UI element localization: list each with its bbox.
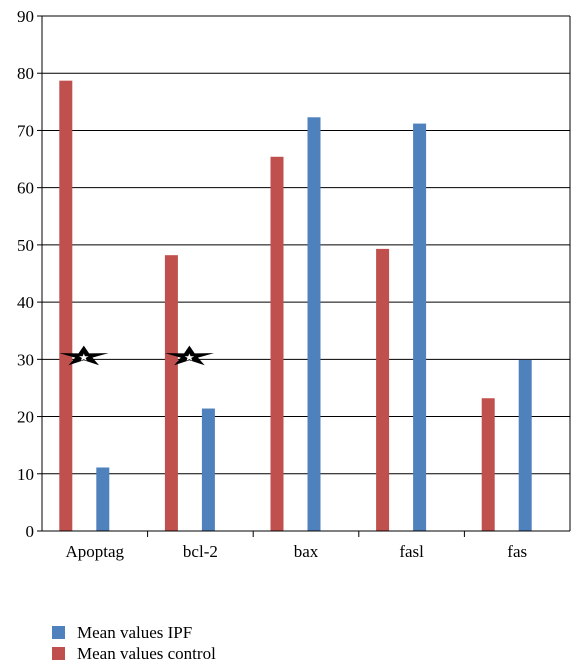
annotation-stars xyxy=(59,345,215,366)
bar-fasl-control xyxy=(376,248,390,531)
x-axis-labels: Apoptag bcl-2 bax fasl fas xyxy=(66,542,528,561)
legend-item-ipf: Mean values IPF xyxy=(52,622,216,643)
y-tick-label: 0 xyxy=(26,522,35,541)
y-axis-ticks: 0 10 20 30 40 50 60 70 80 90 xyxy=(17,7,42,541)
legend: Mean values IPF Mean values control xyxy=(52,622,216,664)
y-tick-label: 70 xyxy=(17,121,34,140)
bar-apoptag-ipf xyxy=(96,467,110,531)
x-tick-label: bcl-2 xyxy=(183,542,218,561)
y-tick-label: 50 xyxy=(17,236,34,255)
y-tick-label: 90 xyxy=(17,7,34,26)
bar-bcl-2-control xyxy=(164,255,178,531)
legend-label-ipf: Mean values IPF xyxy=(77,622,193,642)
y-tick-label: 10 xyxy=(17,465,34,484)
gridlines xyxy=(42,15,570,475)
y-tick-label: 20 xyxy=(17,408,34,427)
y-tick-label: 30 xyxy=(17,350,34,369)
star-highlight xyxy=(184,353,195,361)
legend-swatch-ipf xyxy=(52,626,65,639)
bar-apoptag-control xyxy=(59,80,73,532)
bar-fasl-ipf xyxy=(413,123,427,532)
legend-swatch-control xyxy=(52,647,65,660)
bar-bcl-2-ipf xyxy=(201,408,215,531)
star-highlight xyxy=(79,353,89,361)
x-tick-label: fasl xyxy=(399,542,424,561)
x-tick-label: fas xyxy=(507,542,527,561)
y-tick-label: 40 xyxy=(17,293,34,312)
y-tick-label: 80 xyxy=(17,64,34,83)
legend-item-control: Mean values control xyxy=(52,643,216,664)
x-tick-label: bax xyxy=(294,542,319,561)
bar-fas-control xyxy=(481,398,495,531)
axes xyxy=(41,16,571,537)
y-tick-label: 60 xyxy=(17,179,34,198)
bars xyxy=(59,80,532,532)
bar-bax-ipf xyxy=(307,117,321,532)
bar-bax-control xyxy=(270,156,284,531)
legend-label-control: Mean values control xyxy=(77,643,216,663)
x-tick-label: Apoptag xyxy=(66,542,125,561)
bar-fas-ipf xyxy=(518,359,532,531)
